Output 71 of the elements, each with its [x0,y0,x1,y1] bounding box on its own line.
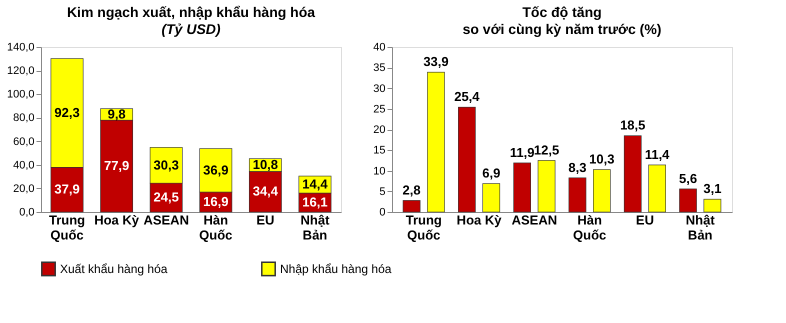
y-tick-label: 0 [379,206,386,218]
x-tick-label: Hàn Quốc [573,212,606,242]
y-tick-label: 100,0 [6,88,34,101]
data-label: 10,8 [252,157,278,172]
bar [538,160,556,212]
chart-title: Tốc độ tăng [522,4,602,20]
x-tick-label: Hàn Quốc [199,212,232,242]
data-label: 2,8 [402,182,421,198]
x-tick-label: EU [636,212,654,228]
y-tick-label: 120,0 [6,65,34,78]
legend-label: Nhập khẩu hàng hóa [280,262,392,276]
bar [402,200,420,212]
data-label: 11,9 [510,144,534,160]
data-label: 16,1 [302,194,328,210]
y-tick-label: 20,0 [13,182,34,195]
bar [427,72,445,212]
bar [593,169,611,212]
bar [458,106,476,212]
y-tick-label: 60,0 [13,136,34,148]
y-tick-label: 80,0 [13,112,34,124]
data-label: 18,5 [620,118,646,133]
x-tick-label: Nhật Bản [686,212,716,242]
data-label: 16,9 [203,194,228,210]
data-label: 3,1 [703,181,722,196]
y-tick-label: 35 [373,62,386,74]
bar [482,183,500,212]
data-label: 6,9 [482,166,500,181]
x-tick-label: ASEAN [512,212,558,228]
data-label: 14,4 [302,176,328,192]
bar [648,164,666,212]
x-tick-label: Trung Quốc [48,212,86,242]
y-tick-label: 25 [373,103,386,116]
data-label: 34,4 [252,184,279,199]
data-label: 9,8 [108,106,126,122]
chart-subtitle: (Tỷ USD) [161,21,221,37]
y-tick-label: 140,0 [6,42,34,54]
x-tick-label: ASEAN [143,212,189,228]
legend-label: Xuất khẩu hàng hóa [60,262,168,276]
bar [704,198,722,212]
data-label: 37,9 [54,182,80,197]
y-tick-label: 20 [373,124,386,136]
x-tick-label: Hoa Kỳ [94,212,140,228]
data-label: 12,5 [534,142,560,158]
data-label: 5,6 [678,170,698,186]
data-label: 77,9 [104,158,130,174]
chart-title: Kim ngạch xuất, nhập khẩu hàng hóa [66,4,316,20]
y-tick-label: 40,0 [13,159,34,172]
data-label: 11,4 [644,146,670,162]
bar [513,162,531,212]
bar [568,177,586,212]
y-tick-label: 30 [373,82,386,95]
y-tick-label: 40 [373,42,386,54]
x-tick-label: Trung Quốc [406,212,442,242]
data-label: 8,3 [568,160,586,175]
data-label: 33,9 [423,54,449,70]
data-label: 92,3 [54,104,80,120]
data-label: 25,4 [454,89,480,104]
y-tick-label: 10 [373,165,386,178]
x-tick-label: Hoa Kỳ [456,212,502,228]
bar [624,135,642,212]
data-label: 30,3 [154,157,179,172]
data-label: 36,9 [203,162,228,178]
chart-subtitle: so với cùng kỳ năm trước (%) [462,21,662,37]
data-label: 10,3 [589,152,614,167]
x-tick-label: Nhật Bản [300,212,330,242]
x-tick-label: EU [256,212,274,228]
y-tick-label: 5 [379,186,386,198]
y-tick-label: 0,0 [19,206,34,218]
y-tick-label: 15 [373,144,386,157]
data-label: 24,5 [154,190,179,205]
bar [679,188,697,212]
